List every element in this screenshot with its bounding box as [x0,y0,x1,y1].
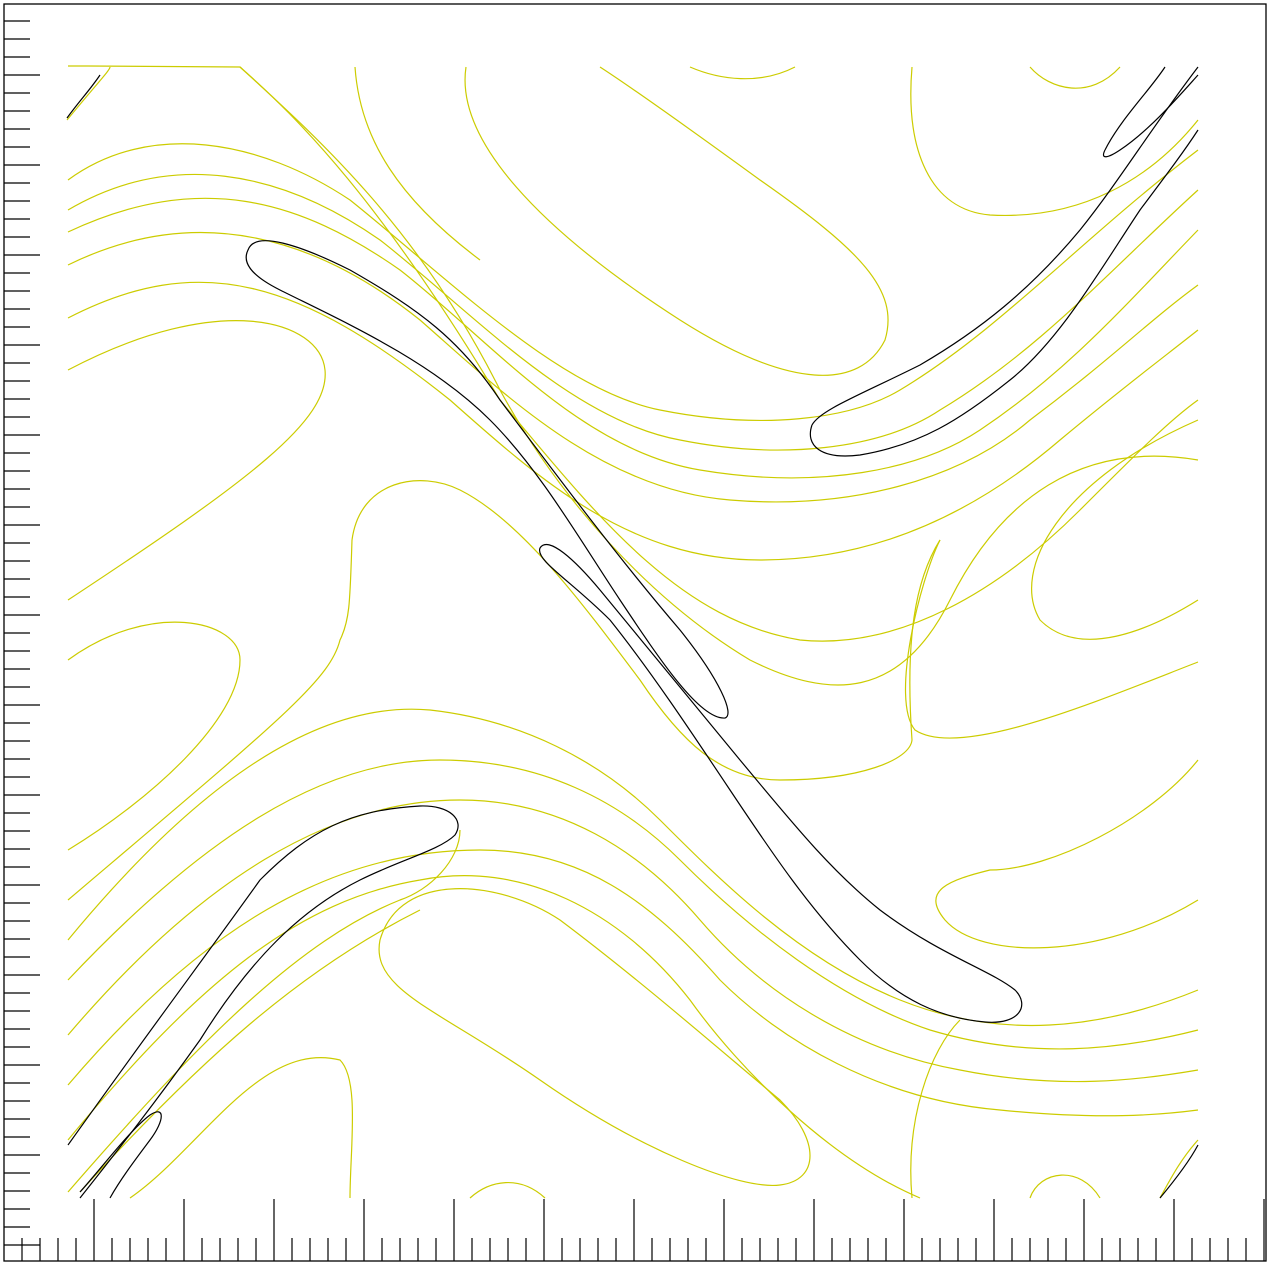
contour-black [79,1111,162,1199]
contour-yellow [67,759,1199,1050]
contour-yellow [1029,66,1121,89]
contour-black [66,74,101,119]
contour-yellow [79,909,421,1193]
contour-yellow [904,539,1199,739]
contour-yellow [67,231,1199,503]
contour-yellow [910,1019,961,1199]
contour-black [245,240,729,719]
plot-frame [3,3,1267,1262]
contour-yellow [67,173,1199,451]
contour-yellow [67,197,1199,479]
contour-yellow [66,66,111,121]
contour-black [811,66,1199,426]
contour-yellow [464,66,889,376]
contour-yellow [67,849,1199,1117]
contour-yellow [67,829,461,1193]
contour-lines [66,65,1199,1199]
contour-yellow [1159,1139,1199,1199]
contour-yellow [67,875,921,1199]
contour-black [809,129,1199,457]
contour-yellow [67,281,1199,561]
contour-yellow [378,888,811,1187]
contour-black [1159,1144,1199,1199]
contour-yellow [239,66,1199,686]
contour-yellow [354,66,481,261]
axis-ticks [4,20,1265,1261]
contour-yellow [67,621,241,851]
contour-black [1102,74,1199,158]
contour-yellow [935,759,1199,949]
contour-yellow [67,65,1199,642]
contour-yellow [1029,1174,1101,1199]
contour-yellow [351,480,941,781]
contour-black [539,543,1023,1023]
contour-yellow [689,66,796,80]
contour-yellow [1031,419,1199,640]
contour-yellow [67,143,1199,421]
contour-yellow [129,1057,354,1199]
contour-yellow [67,539,353,901]
contour-black [67,805,459,1199]
contour-yellow [67,799,1199,1083]
contour-yellow [469,1182,546,1199]
contour-yellow [910,66,1199,217]
contour-black [1104,66,1166,151]
contour-yellow [67,320,326,601]
